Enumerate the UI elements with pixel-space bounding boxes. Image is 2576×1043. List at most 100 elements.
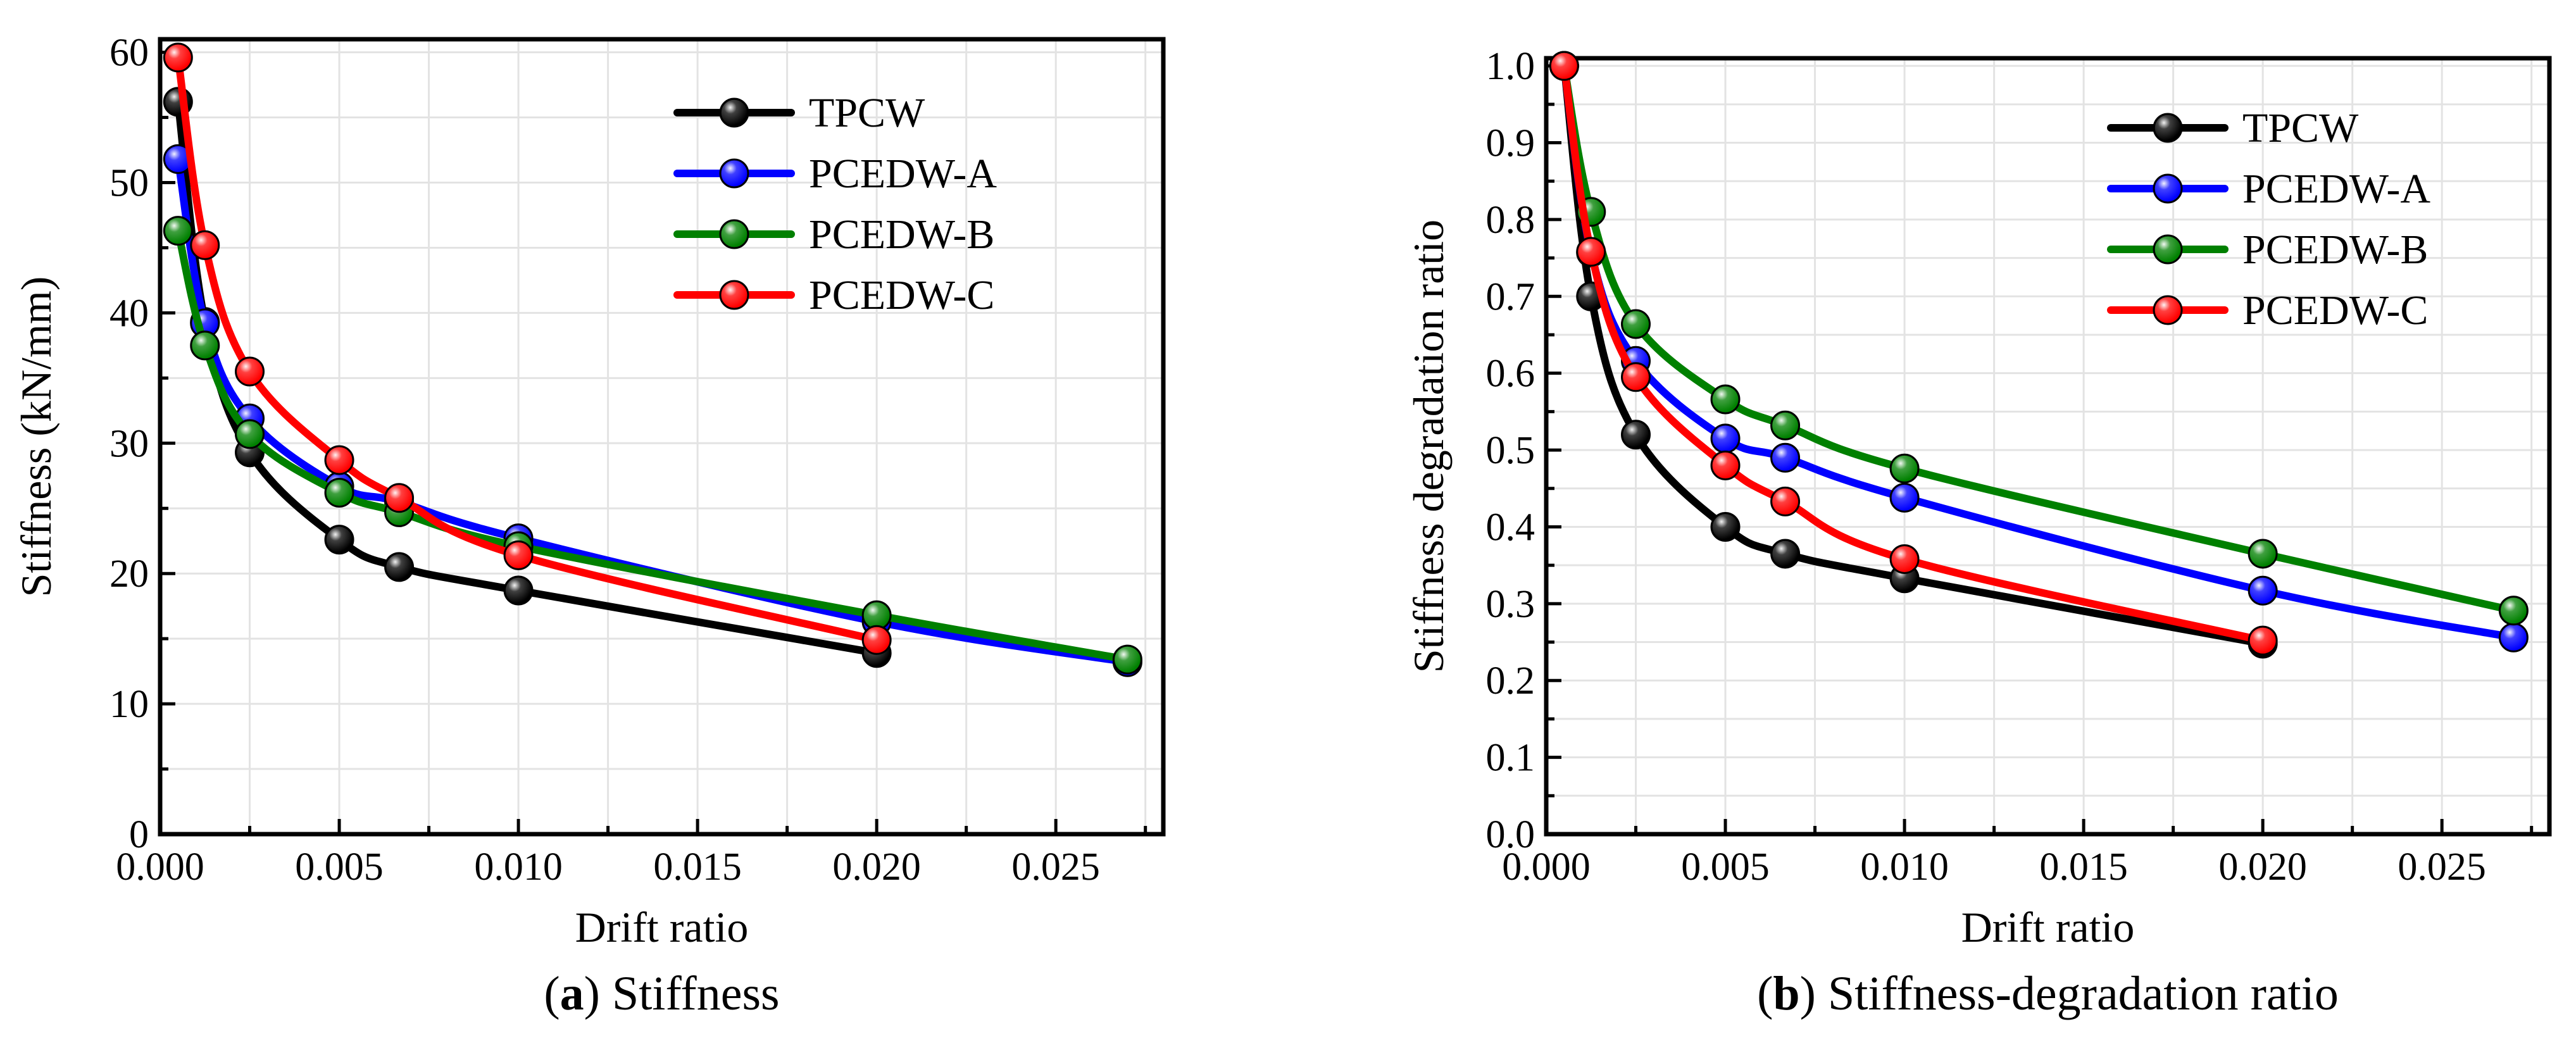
data-point-pcedw-b-shine (863, 602, 890, 628)
data-point-tpcw (503, 575, 534, 606)
x-tick-label: 0.005 (1681, 846, 1770, 889)
data-point-pcedw-a (1889, 482, 1920, 513)
caption-text: Stiffness (612, 967, 780, 1020)
data-point-tpcw-shine (386, 554, 412, 580)
legend-marker-shine (721, 160, 747, 187)
data-point-pcedw-c-shine (237, 358, 263, 385)
data-point-pcedw-c-shine (2249, 627, 2276, 654)
data-point-pcedw-c-shine (326, 447, 353, 473)
data-point-pcedw-a (1710, 423, 1741, 454)
data-point-pcedw-b-shine (1623, 311, 1649, 337)
data-point-tpcw-shine (1772, 540, 1798, 567)
data-point-pcedw-c-shine (1891, 546, 1918, 572)
data-point-tpcw (1710, 511, 1741, 542)
legend-label: PCEDW-B (2242, 227, 2428, 273)
data-point-pcedw-b (190, 330, 220, 361)
legend-marker (719, 158, 749, 189)
data-point-pcedw-a (1770, 442, 1801, 473)
x-tick-label: 0.010 (1860, 846, 1949, 889)
data-point-tpcw (1621, 420, 1651, 450)
data-point-pcedw-b-shine (2249, 540, 2276, 567)
legend-label: TPCW (2242, 105, 2359, 151)
data-point-pcedw-c (163, 42, 193, 73)
data-point-tpcw (324, 525, 354, 555)
data-point-pcedw-b-shine (192, 332, 218, 359)
data-point-pcedw-c (1576, 237, 1606, 267)
y-axis-label: Stiffness degradation ratio (1404, 220, 1453, 673)
legend-item: TPCW (2107, 105, 2359, 151)
y-tick-label: 0.4 (1486, 506, 1535, 549)
x-tick-label: 0.000 (1502, 846, 1591, 889)
y-tick-label: 0.2 (1486, 659, 1535, 703)
data-point-pcedw-b (235, 419, 265, 449)
data-point-pcedw-b (1112, 644, 1142, 675)
x-tick-label: 0.015 (653, 846, 742, 889)
y-tick-label: 50 (109, 161, 149, 204)
data-point-pcedw-b-shine (326, 480, 353, 506)
data-point-tpcw (1770, 539, 1801, 569)
data-point-pcedw-b (324, 478, 354, 508)
plot-area (160, 39, 1163, 834)
data-point-pcedw-b-shine (1891, 455, 1918, 482)
data-point-pcedw-c (190, 230, 220, 260)
data-point-pcedw-c (1889, 544, 1920, 574)
data-point-pcedw-b-shine (165, 218, 191, 244)
data-point-pcedw-a-shine (2249, 577, 2276, 604)
legend-marker-shine (721, 221, 747, 247)
legend-item: PCEDW-C (673, 272, 994, 318)
data-point-pcedw-b-shine (237, 421, 263, 447)
data-point-pcedw-b (1710, 384, 1741, 415)
x-tick-label: 0.020 (832, 846, 921, 889)
legend-item: PCEDW-C (2107, 287, 2428, 334)
data-point-pcedw-b (2498, 596, 2529, 626)
data-point-pcedw-b-shine (1712, 386, 1739, 413)
data-point-tpcw (384, 552, 415, 582)
y-tick-label: 0.6 (1486, 353, 1535, 396)
data-point-pcedw-c-shine (505, 542, 532, 568)
data-point-pcedw-a-shine (1772, 444, 1798, 471)
data-point-tpcw-shine (1712, 514, 1739, 540)
data-point-pcedw-b (861, 600, 892, 630)
legend-item: PCEDW-A (2107, 166, 2430, 212)
grid (159, 39, 1163, 835)
data-point-pcedw-c-shine (863, 627, 890, 653)
data-point-pcedw-c-shine (386, 485, 412, 511)
x-axis-label: Drift ratio (575, 903, 749, 951)
y-tick-label: 0.7 (1486, 275, 1535, 318)
legend-marker (2153, 113, 2183, 143)
y-tick-label: 0.5 (1486, 429, 1535, 472)
data-point-pcedw-c (384, 483, 415, 513)
caption-close-paren: ) (1800, 967, 1828, 1020)
caption-open-paren: ( (1757, 967, 1773, 1020)
data-point-pcedw-a-shine (1712, 425, 1739, 452)
data-point-pcedw-b (1621, 309, 1651, 339)
legend-label: PCEDW-A (809, 151, 997, 197)
y-tick-label: 1.0 (1486, 45, 1535, 88)
axes-frame (1544, 56, 2552, 837)
legend-marker-shine (721, 282, 747, 308)
legend-label: PCEDW-B (809, 211, 994, 258)
legend-item: TPCW (673, 90, 925, 136)
y-tick-label: 40 (109, 292, 149, 335)
y-tick-label: 60 (109, 32, 149, 75)
data-point-pcedw-c-shine (1772, 489, 1798, 515)
axes-frame (158, 37, 1166, 837)
data-point-pcedw-a-shine (2501, 625, 2527, 651)
x-tick-label: 0.020 (2218, 846, 2307, 889)
legend-marker-shine (2154, 115, 2181, 141)
data-point-pcedw-c (861, 625, 892, 655)
legend-marker (2153, 173, 2183, 204)
data-point-pcedw-c-shine (1551, 53, 1577, 79)
data-point-pcedw-c (324, 445, 354, 475)
panel-caption: (a) Stiffness (544, 967, 779, 1020)
data-point-pcedw-a (2248, 575, 2278, 606)
x-axis-label: Drift ratio (1961, 903, 2135, 951)
legend-item: PCEDW-A (673, 151, 997, 197)
x-tick-label: 0.025 (1011, 846, 1100, 889)
caption-letter: a (560, 967, 584, 1020)
x-tick-label: 0.010 (474, 846, 563, 889)
legend-label: PCEDW-C (2242, 287, 2428, 334)
legend-marker-shine (2154, 175, 2181, 202)
series-pcedw-c (1549, 51, 2278, 656)
y-tick-label: 20 (109, 553, 149, 596)
